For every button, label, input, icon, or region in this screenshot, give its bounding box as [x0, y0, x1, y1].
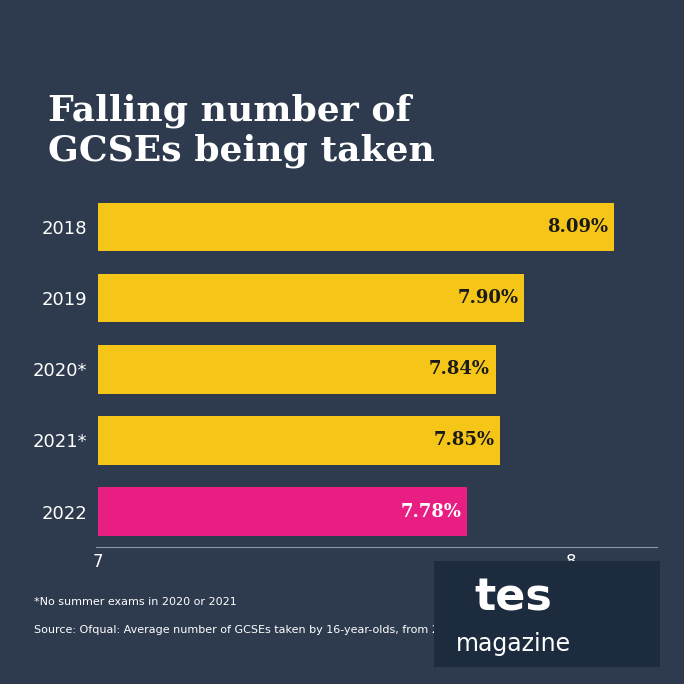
Bar [98, 203, 614, 251]
Text: 7.78%: 7.78% [401, 503, 462, 521]
Text: 7.90%: 7.90% [458, 289, 518, 307]
Text: Source: Ofqual: Average number of GCSEs taken by 16-year-olds, from 2018 to 2022: Source: Ofqual: Average number of GCSEs … [34, 624, 586, 635]
Bar [98, 488, 467, 536]
Text: 8.09%: 8.09% [547, 218, 608, 236]
Bar [98, 274, 524, 322]
Bar [98, 345, 496, 393]
Text: 7.85%: 7.85% [434, 432, 495, 449]
Text: tes: tes [475, 577, 552, 620]
Text: Falling number of
GCSEs being taken: Falling number of GCSEs being taken [48, 93, 435, 168]
Text: magazine: magazine [456, 631, 571, 655]
Bar [98, 417, 501, 464]
Text: 7.84%: 7.84% [429, 360, 490, 378]
Text: *No summer exams in 2020 or 2021: *No summer exams in 2020 or 2021 [34, 597, 237, 607]
